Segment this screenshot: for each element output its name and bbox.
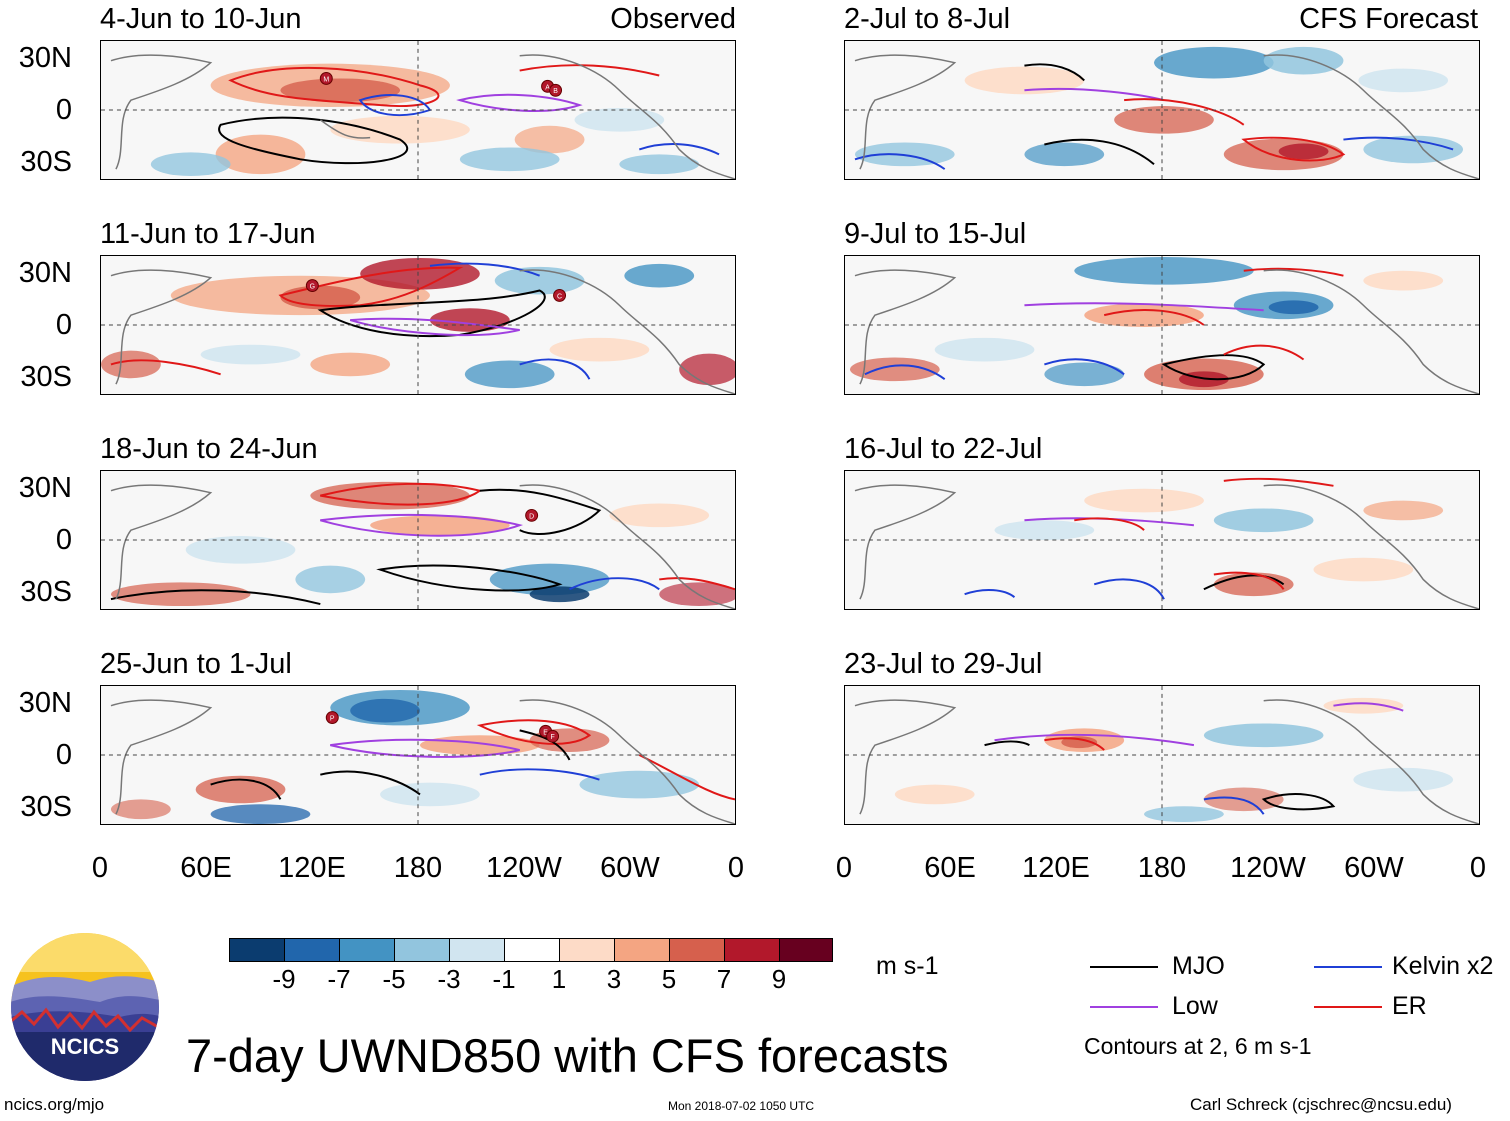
x-label-0: 0	[835, 852, 853, 884]
panel-title-3: 18-Jun to 24-Jun	[100, 433, 318, 465]
y-label-30s: 30S	[20, 146, 72, 178]
y-label-0: 0	[55, 739, 72, 771]
storm-marker-m	[319, 72, 333, 85]
storm-marker-c	[553, 289, 567, 302]
panel-title-4: 25-Jun to 1-Jul	[100, 648, 292, 680]
x-label-120e: 120E	[278, 852, 346, 884]
panel-label-forecast: CFS Forecast	[1299, 3, 1478, 35]
colorbar-label: 5	[661, 964, 677, 994]
colorbar-units: m s-1	[876, 952, 939, 980]
footer-timestamp: Mon 2018-07-02 1050 UTC	[668, 1099, 815, 1113]
colorbar-cell	[504, 938, 560, 962]
x-label-60w: 60W	[600, 852, 660, 884]
colorbar-cell	[614, 938, 670, 962]
colorbar-label: 7	[716, 964, 732, 994]
map-panel-2: G C	[100, 255, 736, 395]
panel-title-1: 4-Jun to 10-Jun	[100, 3, 302, 35]
storm-label-d: D	[529, 513, 534, 520]
contours-note: Contours at 2, 6 m s-1	[1084, 1033, 1312, 1059]
storm-marker-b	[549, 83, 563, 97]
map-panel-4: P E F	[100, 685, 736, 825]
x-label-120w: 120W	[486, 852, 562, 884]
x-label-180: 180	[1137, 852, 1187, 884]
storm-label-p: P	[330, 716, 335, 723]
storm-label-c: C	[557, 293, 562, 300]
colorbar-cell	[229, 938, 285, 962]
y-label-30s: 30S	[20, 576, 72, 608]
legend-swatch-er	[1314, 1006, 1382, 1008]
colorbar-cell	[779, 938, 833, 962]
map-panel-5	[844, 40, 1480, 180]
legend-swatch-kelvin	[1314, 966, 1382, 968]
colorbar-label: 1	[551, 964, 567, 994]
y-label-30s: 30S	[20, 791, 72, 823]
colorbar-label: -3	[437, 964, 461, 994]
y-label-30n: 30N	[18, 687, 72, 719]
panel-title-5: 2-Jul to 8-Jul	[844, 3, 1011, 35]
legend-label-low: Low	[1172, 992, 1218, 1020]
colorbar-cell	[559, 938, 615, 962]
legend-swatch-low	[1090, 1006, 1158, 1008]
storm-label-a: A	[545, 84, 550, 91]
x-label-0: 0	[91, 852, 109, 884]
colorbar-label: -7	[327, 964, 351, 994]
y-label-0: 0	[55, 309, 72, 341]
x-label-60w: 60W	[1344, 852, 1404, 884]
logo-text: NCICS	[51, 1034, 119, 1059]
y-label-30n: 30N	[18, 42, 72, 74]
colorbar-cell	[669, 938, 725, 962]
panel-title-2: 11-Jun to 17-Jun	[100, 218, 316, 250]
y-label-30n: 30N	[18, 257, 72, 289]
colorbar-cell	[394, 938, 450, 962]
map-panel-1: M A B	[100, 40, 736, 180]
colorbar-label: -9	[272, 964, 296, 994]
x-label-120w: 120W	[1230, 852, 1306, 884]
footer-url[interactable]: ncics.org/mjo	[4, 1095, 105, 1114]
panel-title-7: 16-Jul to 22-Jul	[844, 433, 1043, 465]
legend-label-mjo: MJO	[1172, 952, 1225, 980]
storm-marker-p	[325, 711, 339, 724]
main-title: 7-day UWND850 with CFS forecasts	[186, 1029, 949, 1082]
map-panel-3: D	[100, 470, 736, 610]
map-panel-6	[844, 255, 1480, 395]
panel-title-6: 9-Jul to 15-Jul	[844, 218, 1027, 250]
colorbar-cell	[724, 938, 780, 962]
storm-label-b: B	[553, 88, 558, 95]
legend-label-er: ER	[1392, 992, 1427, 1020]
y-label-0: 0	[55, 524, 72, 556]
ncics-logo: NCICS	[10, 932, 160, 1082]
x-label-0-end: 0	[1469, 852, 1487, 884]
storm-label-m: M	[323, 76, 329, 83]
colorbar-label: -1	[492, 964, 516, 994]
map-panel-8	[844, 685, 1480, 825]
storm-marker-f	[546, 729, 560, 743]
x-label-120e: 120E	[1022, 852, 1090, 884]
colorbar-cell	[449, 938, 505, 962]
legend-swatch-mjo	[1090, 966, 1158, 968]
colorbar-label: 9	[771, 964, 787, 994]
storm-label-g: G	[310, 284, 315, 291]
footer-author: Carl Schreck (cjschrec@ncsu.edu)	[1190, 1095, 1452, 1114]
y-label-30n: 30N	[18, 472, 72, 504]
map-panel-7	[844, 470, 1480, 610]
storm-marker-g	[305, 279, 319, 292]
x-label-0-end: 0	[727, 852, 745, 884]
colorbar-cell	[284, 938, 340, 962]
panel-label-observed: Observed	[610, 3, 736, 35]
colorbar-cell	[339, 938, 395, 962]
storm-label-e: E	[543, 729, 548, 736]
colorbar-label: -5	[382, 964, 406, 994]
panel-title-8: 23-Jul to 29-Jul	[844, 648, 1043, 680]
y-label-30s: 30S	[20, 361, 72, 393]
legend-label-kelvin: Kelvin x2	[1392, 952, 1494, 980]
x-label-180: 180	[393, 852, 443, 884]
x-label-60e: 60E	[180, 852, 232, 884]
x-label-60e: 60E	[924, 852, 976, 884]
colorbar-label: 3	[606, 964, 622, 994]
storm-marker-d	[525, 508, 539, 522]
storm-label-f: F	[550, 734, 554, 741]
y-label-0: 0	[55, 94, 72, 126]
